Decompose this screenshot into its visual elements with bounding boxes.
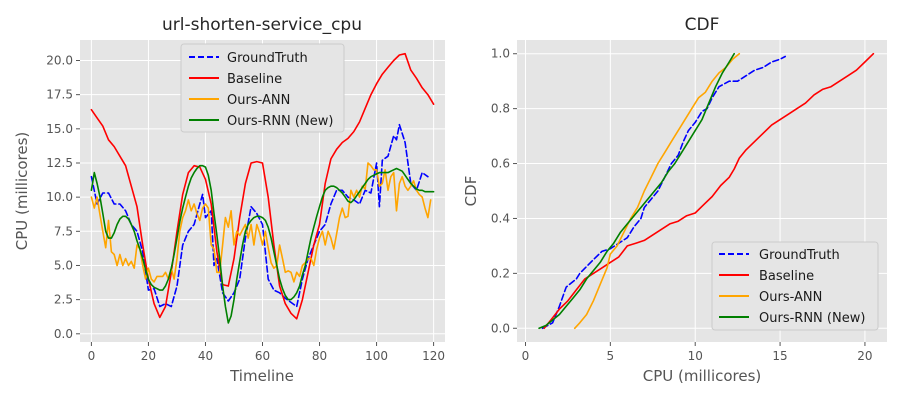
x-tick-label: 60: [255, 349, 270, 363]
x-tick-label: 5: [607, 349, 615, 363]
y-tick-label: 15.0: [46, 122, 73, 136]
x-tick-label: 80: [312, 349, 327, 363]
chart-title-left: url-shorten-service_cpu: [162, 15, 362, 35]
legend-label-groundtruth-right: GroundTruth: [759, 248, 840, 263]
chart-left: 0 20 40 60 80 100 120 0.0 2.5 5.0 7.5 10.0 12.5 15.0 1…: [13, 15, 445, 385]
y-tick-label: 7.5: [54, 224, 73, 238]
y-tick-label: 20.0: [46, 53, 73, 67]
legend-label-baseline-left: Baseline: [227, 72, 282, 87]
chart-right: 0 5 10 15 20 0.0 0.2 0.4 0.6 0.8 1.0 CDF CPU (mill…: [462, 15, 887, 385]
legend-label-baseline-right: Baseline: [759, 269, 814, 284]
ticks-left: 0 20 40 60 80 100 120 0.0 2.5 5.0 7.5 10.0 12.5 15.0 1…: [46, 53, 445, 363]
legend-label-ann-left: Ours-ANN: [227, 93, 290, 108]
legend-label-ann-right: Ours-ANN: [759, 290, 822, 305]
y-tick-label: 0.2: [491, 266, 510, 280]
y-tick-label: 1.0: [491, 47, 510, 61]
legend-label-rnn-right: Ours-RNN (New): [759, 311, 865, 326]
x-tick-label: 0: [88, 349, 96, 363]
chart-title-right: CDF: [685, 15, 720, 35]
y-tick-label: 0.4: [491, 211, 510, 225]
x-axis-label-left: Timeline: [229, 367, 294, 385]
y-axis-label-right: CDF: [462, 176, 480, 207]
series-line-ours-rnn-new: [538, 52, 736, 330]
x-tick-label: 40: [198, 349, 213, 363]
y-tick-label: 2.5: [54, 293, 73, 307]
x-tick-label: 20: [141, 349, 156, 363]
series-line-baseline: [543, 52, 875, 330]
x-tick-label: 120: [422, 349, 445, 363]
series-left: [90, 52, 435, 324]
ticks-right: 0 5 10 15 20 0.0 0.2 0.4 0.6 0.8 1.0: [491, 47, 873, 363]
series-line-ours-ann: [90, 162, 432, 283]
y-tick-label: 12.5: [46, 156, 73, 170]
x-tick-label: 0: [522, 349, 530, 363]
x-tick-label: 15: [772, 349, 787, 363]
legend-label-rnn-left: Ours-RNN (New): [227, 114, 333, 129]
series-line-groundtruth: [541, 55, 787, 330]
y-tick-label: 0.8: [491, 102, 510, 116]
y-tick-label: 17.5: [46, 88, 73, 102]
legend-box-right: [711, 241, 879, 331]
y-tick-label: 0.0: [54, 327, 73, 341]
y-tick-label: 10.0: [46, 190, 73, 204]
legend-right: GroundTruth Baseline Ours-ANN Ours-RNN (…: [711, 241, 879, 331]
series-right: [538, 52, 875, 330]
y-tick-label: 0.0: [491, 321, 510, 335]
legend-box-left: [180, 43, 345, 133]
series-line-ours-ann: [573, 52, 741, 330]
legend-left: GroundTruth Baseline Ours-ANN Ours-RNN (…: [180, 43, 345, 133]
grid-right: [517, 40, 887, 342]
x-tick-label: 20: [857, 349, 872, 363]
y-axis-label-left: CPU (millicores): [13, 132, 31, 251]
x-tick-label: 100: [365, 349, 388, 363]
series-line-ours-rnn-new: [90, 164, 435, 324]
legend-label-groundtruth-left: GroundTruth: [227, 51, 308, 66]
y-tick-label: 5.0: [54, 258, 73, 272]
x-axis-label-right: CPU (millicores): [643, 367, 762, 385]
y-tick-label: 0.6: [491, 157, 510, 171]
x-tick-label: 10: [688, 349, 703, 363]
